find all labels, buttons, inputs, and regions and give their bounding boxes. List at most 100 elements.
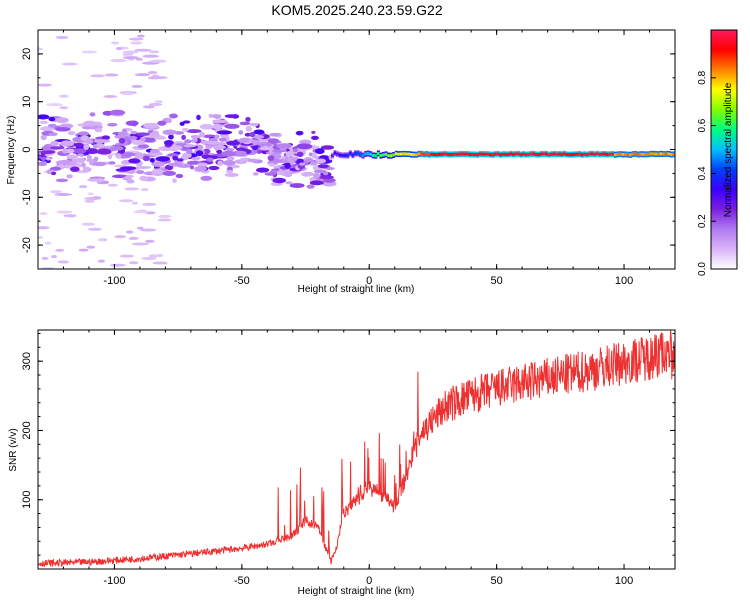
spectrogram-cell xyxy=(206,141,220,145)
spectrogram-cell xyxy=(221,150,237,157)
spectrogram-cell xyxy=(192,136,198,143)
carrier-core xyxy=(578,152,582,156)
carrier-core xyxy=(501,152,505,156)
snr-series xyxy=(38,330,675,568)
spectrogram-cell xyxy=(168,134,174,140)
colorbar-gradient xyxy=(710,29,738,270)
colorbar-tick-label: 0.4 xyxy=(697,166,708,180)
spectrogram-cell xyxy=(122,56,139,60)
spectrogram-cell xyxy=(149,148,160,154)
carrier-core xyxy=(361,154,365,158)
carrier-core xyxy=(348,151,352,155)
spectrogram-cell xyxy=(298,162,306,166)
carrier-core xyxy=(590,152,594,156)
spectrogram-cell xyxy=(124,187,139,191)
spectrogram-cell xyxy=(225,147,235,152)
spectrogram-cell xyxy=(143,122,159,127)
spectrogram-cell xyxy=(226,140,240,146)
spectrogram-cell xyxy=(289,160,295,166)
spectrogram-cell xyxy=(311,130,316,134)
spectrogram-cell xyxy=(39,212,48,216)
carrier-core xyxy=(341,153,345,157)
spectrogram-cell xyxy=(73,142,84,148)
spectrogram-cell xyxy=(292,148,298,153)
spectrogram-cell xyxy=(135,170,145,175)
spectrogram-cell xyxy=(167,118,172,124)
carrier-core xyxy=(397,152,401,156)
spectrogram-cell xyxy=(309,180,324,186)
carrier-core xyxy=(359,152,363,156)
carrier-core xyxy=(488,153,492,157)
carrier-core xyxy=(422,152,426,156)
spectrogram-cell xyxy=(82,166,92,173)
spectrogram-cell xyxy=(157,120,167,126)
spectrogram-cell xyxy=(252,145,259,151)
carrier-core xyxy=(453,152,457,156)
carrier-core xyxy=(417,152,421,156)
spectrogram-cell xyxy=(205,157,214,162)
spectrogram-cell xyxy=(271,149,287,153)
spectrogram-cell xyxy=(93,139,110,144)
spectrogram-cell xyxy=(118,199,134,203)
carrier-core xyxy=(629,153,633,157)
spectrogram-cell xyxy=(299,139,312,145)
x-tick-label: 0 xyxy=(366,275,372,287)
carrier-core xyxy=(504,152,508,156)
x-tick-label: -100 xyxy=(103,275,125,287)
spectrogram-cell xyxy=(87,178,103,182)
carrier-core xyxy=(343,153,347,157)
spectrogram-cell xyxy=(41,256,49,260)
spectrogram-cell xyxy=(197,162,208,167)
spectrogram-cell xyxy=(168,162,184,167)
x-tick-label: 50 xyxy=(491,575,503,587)
spectrogram-cell xyxy=(136,226,144,230)
spectrogram-cell xyxy=(132,120,138,127)
spectrogram-cell xyxy=(107,183,118,187)
spectrogram-cell xyxy=(134,48,152,52)
spectrogram-cell xyxy=(245,116,251,122)
spectrogram-background xyxy=(38,30,675,269)
snr-background xyxy=(38,330,675,569)
spectrogram-cell xyxy=(115,153,122,159)
spectrogram-cell xyxy=(89,112,96,117)
carrier-core xyxy=(460,152,464,156)
spectrogram-cell xyxy=(218,137,227,142)
carrier-core xyxy=(649,152,653,156)
spectrogram-cell xyxy=(158,214,172,218)
spectrogram-cell xyxy=(268,148,274,155)
carrier-core xyxy=(366,151,370,155)
spectrogram-cell xyxy=(148,102,163,106)
spectrogram-cell xyxy=(252,172,259,176)
spectrogram-cell xyxy=(311,152,318,159)
spectrogram-cell xyxy=(269,132,281,137)
spectrogram-cell xyxy=(224,172,239,177)
colorbar-tick-label: 0.8 xyxy=(697,70,708,84)
carrier-core xyxy=(481,152,485,156)
carrier-core xyxy=(506,152,510,156)
spectrogram-cell xyxy=(66,174,73,179)
spectrogram-cell xyxy=(214,134,220,139)
spectrogram-cell xyxy=(136,132,150,136)
y-tick-label: 300 xyxy=(21,352,33,370)
carrier-core xyxy=(662,152,666,156)
spectrogram-cell xyxy=(70,166,80,172)
carrier-core xyxy=(448,153,452,157)
spectrogram-cell xyxy=(133,152,144,158)
carrier-core xyxy=(672,152,675,156)
y-tick-label: -20 xyxy=(21,237,33,253)
spectrogram-cell xyxy=(257,149,262,154)
spectrogram-cell xyxy=(107,122,118,127)
carrier-core xyxy=(407,152,411,156)
spectrogram-cell xyxy=(39,120,49,124)
carrier-core xyxy=(598,152,602,156)
spectrogram-cell xyxy=(97,238,105,242)
spectrogram-cell xyxy=(120,152,136,157)
spectrogram-cell xyxy=(84,199,95,203)
carrier-core xyxy=(575,152,579,156)
carrier-core xyxy=(529,152,533,156)
spectrogram-cell xyxy=(183,144,197,148)
spectrogram-cell xyxy=(56,210,73,214)
spectrogram-cell xyxy=(131,201,139,205)
spectrogram-cell xyxy=(49,166,62,171)
carrier-core xyxy=(440,152,444,156)
